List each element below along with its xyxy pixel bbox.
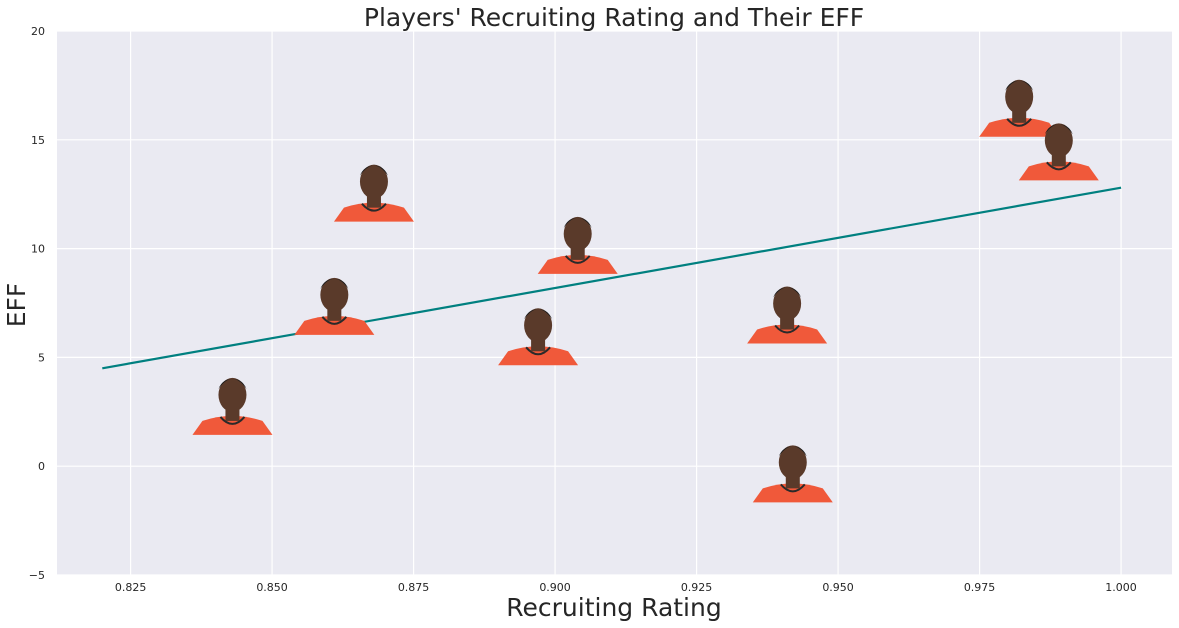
head-shape [778, 445, 807, 480]
x-tick-label: 0.875 [398, 581, 430, 594]
player-headshot-marker [192, 377, 273, 435]
jersey-collar [525, 346, 551, 356]
trendline [102, 186, 1122, 370]
x-tick-label: 1.000 [1105, 581, 1137, 594]
jersey-shape [752, 483, 833, 503]
head-shape [359, 164, 388, 199]
x-tick-label: 0.825 [115, 581, 147, 594]
x-tick-label: 0.900 [539, 581, 571, 594]
head-shape [1044, 123, 1073, 158]
y-tick-label: 20 [31, 25, 45, 38]
hair-shape [1005, 80, 1034, 91]
player-headshot-marker [537, 216, 618, 274]
player-headshot-marker [747, 286, 828, 344]
plot-background [57, 31, 1172, 575]
player-headshot-marker [979, 79, 1060, 137]
jersey-shape [498, 346, 579, 366]
y-tick-label: 10 [31, 243, 45, 256]
jersey-shape [192, 415, 273, 435]
hair-shape [524, 309, 553, 320]
jersey-collar [780, 483, 806, 493]
trendline-layer [102, 186, 1122, 370]
player-headshot-marker [333, 164, 414, 222]
jersey-collar [1006, 118, 1032, 127]
hair-shape [1044, 124, 1073, 135]
head-shape [524, 308, 553, 343]
player-markers [192, 79, 1099, 503]
jersey-collar [361, 202, 387, 212]
x-tick-label: 0.850 [256, 581, 288, 594]
hair-shape [778, 446, 807, 457]
x-axis-label: Recruiting Rating [506, 593, 721, 622]
hair-shape [563, 217, 592, 228]
jersey-shape [979, 117, 1060, 137]
player-headshot-marker [498, 308, 579, 366]
ticks: 0.825 0.850 0.875 0.900 0.925 0.950 0.975 1.000… [29, 25, 1137, 594]
head-shape [218, 377, 247, 412]
jersey-shape [1018, 161, 1099, 181]
head-shape [1005, 79, 1034, 114]
y-tick-label: 0 [38, 460, 45, 473]
head-shape [320, 277, 349, 312]
jersey-shape [333, 202, 414, 222]
hair-shape [359, 165, 388, 176]
hair-shape [773, 287, 802, 298]
player-headshot-marker [752, 445, 833, 503]
jersey-collar [219, 416, 246, 425]
jersey-collar [564, 255, 591, 264]
head-shape [563, 216, 592, 251]
jersey-collar [321, 316, 348, 325]
y-axis-label: EFF [2, 283, 31, 328]
jersey-shape [294, 315, 375, 335]
y-tick-label: 15 [31, 134, 45, 147]
x-tick-label: 0.925 [681, 581, 713, 594]
x-tick-label: 0.950 [822, 581, 854, 594]
hair-shape [320, 278, 349, 289]
y-tick-label: 5 [38, 351, 45, 364]
chart-title: Players' Recruiting Rating and Their EFF [364, 3, 864, 32]
head-shape [773, 286, 802, 321]
hair-shape [218, 378, 247, 389]
jersey-shape [537, 254, 618, 274]
y-tick-label: −5 [29, 569, 45, 582]
x-tick-label: 0.975 [964, 581, 996, 594]
jersey-shape [747, 324, 828, 344]
jersey-collar [774, 324, 800, 334]
player-headshot-marker [294, 277, 375, 335]
grid [57, 30, 1172, 576]
player-headshot-marker [1018, 123, 1099, 181]
jersey-collar [1046, 161, 1072, 171]
